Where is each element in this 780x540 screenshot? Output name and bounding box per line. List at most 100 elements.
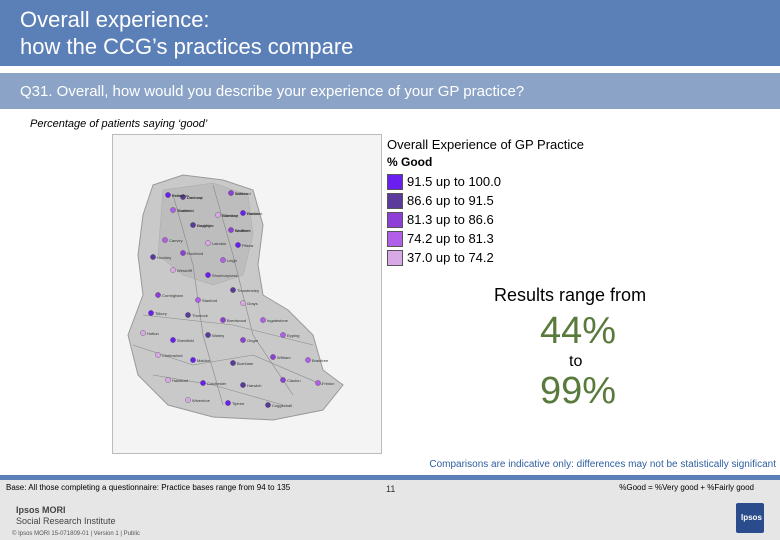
footer-divider <box>0 475 780 480</box>
practice-dot <box>205 240 211 246</box>
legend-label: 74.2 up to 81.3 <box>407 231 494 246</box>
practice-dot <box>162 237 168 243</box>
title-line-2: how the CCG’s practices compare <box>20 34 354 59</box>
practice-dot <box>190 222 196 228</box>
practice-dot <box>228 227 234 233</box>
page-title: Overall experience: how the CCG’s practi… <box>20 6 353 60</box>
map-place-label: Coggeshall <box>272 403 293 408</box>
practice-dot <box>170 207 176 213</box>
map-place-label: Harlow <box>247 211 260 216</box>
practice-dot <box>305 357 311 363</box>
map-place-label: Burnham <box>237 361 254 366</box>
practice-dot <box>260 317 266 323</box>
legend-swatch <box>387 212 403 228</box>
map-place-label: Loughton <box>197 223 214 228</box>
page-number: 11 <box>386 484 396 494</box>
map-place-label: Potter <box>172 193 183 198</box>
map-place-label: Waltham <box>235 228 251 233</box>
map-place-label: Benfleet <box>235 228 250 233</box>
practice-dot <box>220 317 226 323</box>
practice-dot <box>180 194 186 200</box>
map-place-label: Stansted <box>222 213 238 218</box>
map-place-label: Chelmsford <box>162 353 183 358</box>
legend-swatch <box>387 231 403 247</box>
legend-swatch <box>387 250 403 266</box>
practice-dot <box>220 257 226 263</box>
logo-line-2: Social Research Institute <box>16 516 116 526</box>
practice-dot <box>195 297 201 303</box>
range-to: to <box>569 353 583 370</box>
map-place-label: Shenfield <box>177 338 194 343</box>
practice-dot <box>200 380 206 386</box>
map-place-label: Ingatestone <box>267 318 288 323</box>
map-place-label: Witham <box>277 355 291 360</box>
map-place-label: Tilbury <box>155 311 167 316</box>
map-place-label: Dunmow <box>187 195 203 200</box>
map-place-label: Brentwood <box>227 318 247 323</box>
practice-dot <box>280 377 286 383</box>
legend-title: Overall Experience of GP Practice <box>387 137 585 152</box>
map-place-label: Rochford <box>187 251 204 256</box>
practice-dot <box>148 310 154 316</box>
map-place-label: Pitsea <box>242 243 254 248</box>
practice-dot <box>230 360 236 366</box>
practice-dot <box>165 377 171 383</box>
ipsos-mark-text: Ipsos <box>741 513 762 522</box>
map-place-label: Warley <box>212 333 225 338</box>
map-place-label: Epping <box>287 333 300 338</box>
map-place-label: Ongar <box>247 338 259 343</box>
map-place-label: Thaxted <box>177 208 192 213</box>
map-place-label: Corringham <box>162 293 183 298</box>
practice-dot <box>228 190 234 196</box>
legend-label: 37.0 up to 74.2 <box>407 250 494 265</box>
map-place-label: Laindon <box>212 241 227 246</box>
practice-dot <box>185 397 191 403</box>
map-place-label: Rayleigh <box>197 223 213 228</box>
ipsos-logo: Ipsos MORI Social Research Institute <box>16 505 116 527</box>
map-place-label: Stanford <box>202 298 218 303</box>
practice-dot <box>150 254 156 260</box>
practice-dot <box>215 212 221 218</box>
practice-dot <box>315 380 321 386</box>
map-place-label: Colchester <box>207 381 227 386</box>
practice-dot <box>155 292 161 298</box>
map-place-label: Hutton <box>147 331 159 336</box>
title-line-1: Overall experience: <box>20 7 210 32</box>
map-place-label: Thurrock <box>192 313 208 318</box>
practice-dot <box>155 352 161 358</box>
map-place-label: Thundersley <box>237 288 260 293</box>
map-place-label: Wickford <box>235 191 251 196</box>
legend-label: 81.3 up to 86.6 <box>407 212 494 227</box>
practice-dot <box>205 332 211 338</box>
practice-dot <box>230 287 236 293</box>
ccg-subregion <box>157 182 254 286</box>
map-place-label: Tiptree <box>232 401 245 406</box>
map-place-label: Billericay <box>222 213 239 218</box>
practice-dot <box>280 332 286 338</box>
practice-dot <box>140 330 146 336</box>
map-place-label: Danbury <box>187 195 203 200</box>
legend-swatch <box>387 174 403 190</box>
practice-dot <box>185 312 191 318</box>
map-place-label: Hockley <box>157 255 172 260</box>
map-place-label: Southend <box>177 208 195 213</box>
map-place-label: Braintree <box>312 358 329 363</box>
base-text: Base: All those completing a questionnai… <box>6 483 291 492</box>
range-min: 44% <box>540 310 617 352</box>
practice-dot <box>235 242 241 248</box>
practice-dot <box>170 337 176 343</box>
significance-note: Comparisons are indicative only: differe… <box>429 459 776 470</box>
title-bar: Overall experience: how the CCG’s practi… <box>0 0 780 66</box>
logo-line-1: Ipsos MORI <box>16 505 66 515</box>
good-definition: %Good = %Very good + %Fairly good <box>619 483 754 492</box>
practice-dot <box>265 402 271 408</box>
map-place-label: Westcliff <box>177 268 192 273</box>
map-place-label: Halstead <box>172 378 188 383</box>
map-place-label: Frinton <box>322 381 335 386</box>
map-place-label: Kelvedon <box>172 193 189 198</box>
practice-dot <box>225 400 231 406</box>
map-place-label: Wivenhoe <box>192 398 210 403</box>
practice-dot <box>240 337 246 343</box>
practice-dot <box>240 300 246 306</box>
map-place-label: Maldon <box>197 358 211 363</box>
